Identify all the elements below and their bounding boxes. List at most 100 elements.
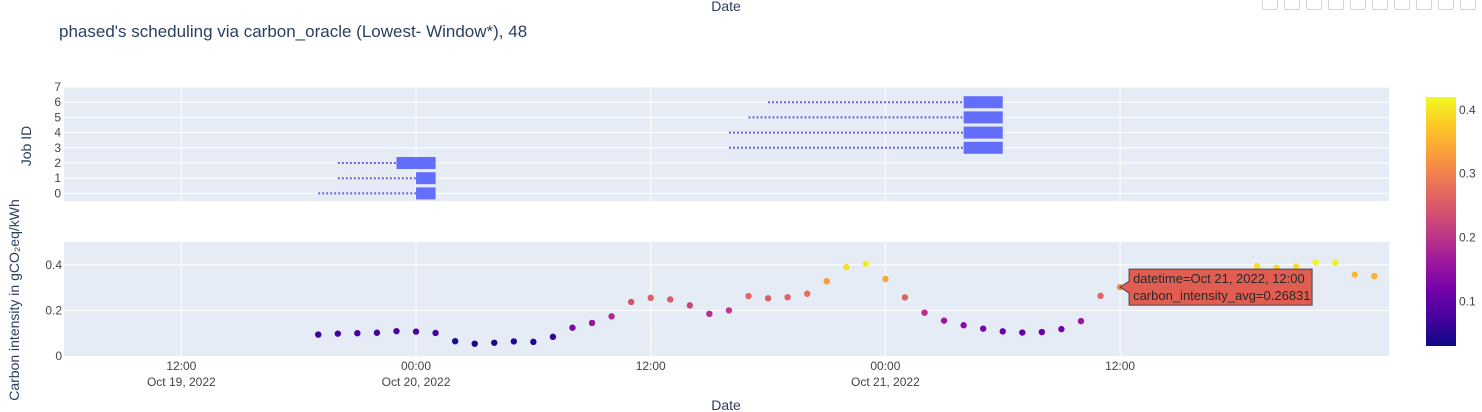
data-point: [1097, 292, 1104, 300]
data-point: [549, 333, 557, 341]
data-point: [1253, 262, 1261, 270]
colorbar-tick-label: 0.4: [1459, 103, 1476, 117]
data-point: [706, 310, 713, 318]
data-point: [1019, 329, 1026, 336]
data-point: [784, 293, 791, 301]
data-point: [823, 278, 830, 285]
data-point: [354, 330, 361, 337]
chart-title: phased's scheduling via carbon_oracle (L…: [59, 22, 527, 41]
data-point: [1058, 325, 1065, 333]
job-bar-0: [416, 187, 436, 200]
scatter-y-axis-title: Carbon intensity in gCO₂eq/kWh: [6, 199, 22, 401]
colorbar: 0.1 0.2 0.3 0.4: [1426, 97, 1476, 346]
data-point: [960, 322, 967, 329]
tooltip-box: [1119, 268, 1313, 306]
data-point: [471, 340, 478, 347]
gantt-plot-background: [64, 87, 1389, 201]
gantt-y-tick-label: 4: [54, 126, 61, 140]
job-bar-4: [963, 126, 1003, 139]
data-point: [491, 339, 498, 346]
gantt-y-tick-label: 0: [54, 186, 61, 200]
job-bar-5: [963, 111, 1003, 124]
gantt-y-tick-label: 6: [54, 95, 61, 109]
data-point: [764, 295, 772, 302]
data-point: [588, 319, 596, 327]
data-point: [412, 328, 420, 335]
data-point: [334, 330, 342, 337]
data-point: [686, 302, 694, 309]
data-point: [530, 338, 537, 346]
lasso-icon[interactable]: [1350, 0, 1366, 10]
data-point: [940, 317, 948, 324]
data-point: [1332, 259, 1339, 266]
chart-modebar[interactable]: [1262, 0, 1476, 10]
data-point: [979, 325, 987, 332]
data-point: [608, 313, 615, 320]
job-bar-2: [396, 157, 436, 169]
pan-icon[interactable]: [1306, 0, 1322, 10]
hover-tooltip: datetime=Oct 21, 2022, 12:00 carbon_inte…: [1119, 268, 1313, 306]
x-tick-label: 12:00: [636, 359, 666, 373]
data-point: [1371, 273, 1378, 280]
data-point: [451, 337, 459, 345]
data-point: [432, 329, 439, 337]
zoom-in-icon[interactable]: [1372, 0, 1388, 10]
data-point: [745, 292, 752, 300]
camera-icon[interactable]: [1262, 0, 1278, 10]
data-point: [1351, 271, 1358, 278]
gantt-y-tick-label: 1: [54, 171, 61, 185]
data-point: [1077, 317, 1085, 325]
colorbar-ticks: 0.1 0.2 0.3 0.4: [1459, 103, 1476, 309]
plotly-logo-icon[interactable]: [1460, 0, 1476, 10]
home-icon[interactable]: [1438, 0, 1454, 10]
data-point: [862, 260, 870, 267]
data-point: [843, 263, 850, 271]
x-tick-date-label: Oct 19, 2022: [147, 375, 216, 389]
colorbar-tick-label: 0.1: [1459, 294, 1476, 308]
gantt-gridlines: [64, 86, 1389, 201]
data-point: [725, 307, 733, 314]
data-point: [569, 324, 576, 331]
box-select-icon[interactable]: [1328, 0, 1344, 10]
zoom-icon[interactable]: [1284, 0, 1300, 10]
data-point: [901, 294, 909, 301]
data-point: [999, 328, 1006, 335]
tooltip-line-2: carbon_intensity_avg=0.26831: [1133, 288, 1310, 303]
autoscale-icon[interactable]: [1416, 0, 1432, 10]
data-point: [315, 331, 322, 338]
scatter-y-tick-label: 0.2: [45, 303, 62, 317]
data-point: [510, 338, 518, 345]
x-tick-date-label: Oct 21, 2022: [851, 375, 920, 389]
job-bar-1: [416, 172, 436, 185]
x-tick-label: 00:00: [870, 359, 900, 373]
x-tick-label: 00:00: [401, 359, 431, 373]
data-point: [921, 309, 928, 316]
x-tick-label: 12:00: [1105, 359, 1135, 373]
scatter-x-axis-title: Date: [711, 397, 741, 412]
x-tick-label: 12:00: [166, 359, 196, 373]
gantt-y-tick-label: 5: [54, 110, 61, 124]
x-tick-date-label: Oct 20, 2022: [382, 375, 451, 389]
tooltip-line-1: datetime=Oct 21, 2022, 12:00: [1133, 271, 1305, 286]
zoom-out-icon[interactable]: [1394, 0, 1410, 10]
data-point: [1312, 259, 1319, 266]
data-point: [1292, 263, 1300, 270]
gantt-y-tick-label: 3: [54, 141, 61, 155]
data-point: [667, 296, 674, 303]
gantt-y-axis-title: Job ID: [18, 126, 34, 166]
data-point: [647, 294, 654, 302]
job-bar-6: [963, 96, 1003, 109]
gantt-y-tick-label: 7: [54, 80, 61, 94]
data-point: [803, 290, 811, 297]
top-x-axis-title: Date: [711, 0, 741, 14]
scatter-y-ticks: 0 0.2 0.4: [45, 258, 62, 363]
colorbar-gradient: [1426, 97, 1456, 346]
scatter-y-tick-label: 0: [55, 349, 62, 363]
data-point: [627, 298, 635, 306]
colorbar-tick-label: 0.3: [1459, 167, 1476, 181]
gantt-jobs: [318, 96, 1003, 200]
scatter-y-tick-label: 0.4: [45, 258, 62, 272]
